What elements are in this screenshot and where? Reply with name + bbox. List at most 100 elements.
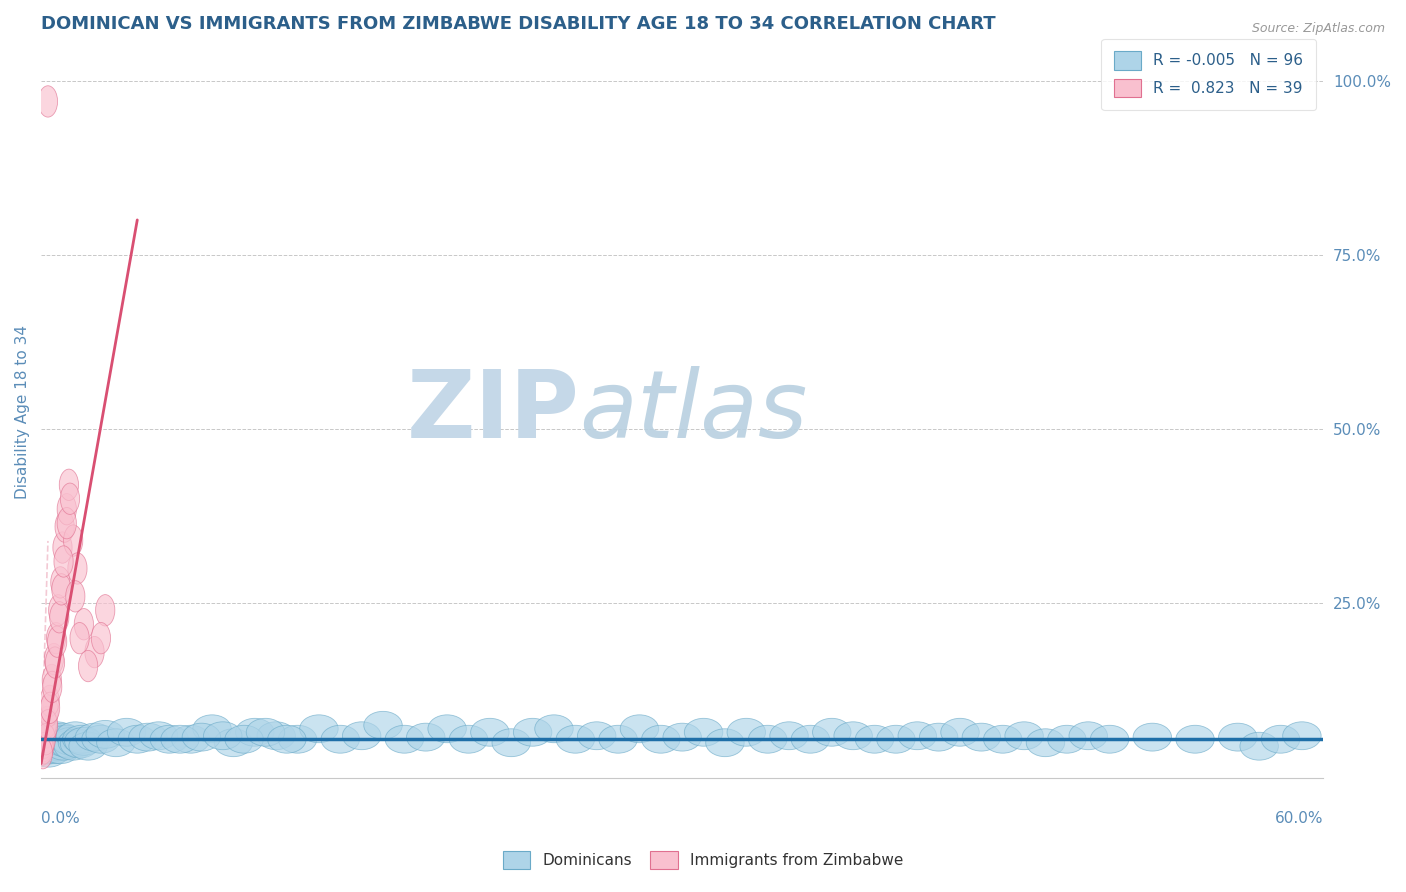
Ellipse shape	[492, 729, 530, 756]
Ellipse shape	[1133, 723, 1171, 751]
Ellipse shape	[1090, 725, 1129, 753]
Ellipse shape	[37, 723, 55, 755]
Ellipse shape	[38, 710, 58, 741]
Ellipse shape	[1026, 729, 1064, 756]
Ellipse shape	[877, 725, 915, 753]
Ellipse shape	[257, 722, 295, 749]
Ellipse shape	[49, 731, 89, 758]
Ellipse shape	[56, 722, 94, 749]
Ellipse shape	[53, 532, 72, 563]
Ellipse shape	[920, 723, 957, 751]
Text: ZIP: ZIP	[406, 366, 579, 458]
Text: atlas: atlas	[579, 366, 808, 457]
Ellipse shape	[75, 608, 93, 640]
Ellipse shape	[34, 731, 53, 762]
Ellipse shape	[91, 623, 111, 654]
Ellipse shape	[236, 718, 274, 747]
Ellipse shape	[139, 722, 179, 749]
Ellipse shape	[534, 714, 574, 743]
Ellipse shape	[30, 739, 67, 767]
Ellipse shape	[55, 511, 75, 542]
Ellipse shape	[86, 721, 125, 748]
Ellipse shape	[67, 553, 87, 584]
Ellipse shape	[49, 601, 69, 633]
Ellipse shape	[1005, 722, 1043, 749]
Ellipse shape	[97, 729, 135, 756]
Ellipse shape	[32, 734, 52, 765]
Ellipse shape	[35, 727, 53, 758]
Ellipse shape	[58, 729, 97, 756]
Ellipse shape	[84, 636, 104, 668]
Ellipse shape	[278, 725, 316, 753]
Ellipse shape	[150, 725, 188, 753]
Ellipse shape	[39, 727, 79, 756]
Ellipse shape	[172, 725, 209, 753]
Ellipse shape	[31, 729, 70, 756]
Ellipse shape	[60, 731, 98, 758]
Ellipse shape	[385, 725, 423, 753]
Ellipse shape	[49, 595, 67, 626]
Ellipse shape	[32, 734, 72, 763]
Ellipse shape	[96, 595, 115, 626]
Ellipse shape	[35, 725, 75, 753]
Ellipse shape	[641, 725, 681, 753]
Ellipse shape	[267, 725, 307, 753]
Ellipse shape	[406, 723, 444, 751]
Ellipse shape	[727, 718, 765, 747]
Ellipse shape	[35, 736, 73, 764]
Ellipse shape	[41, 736, 80, 764]
Ellipse shape	[28, 725, 66, 753]
Ellipse shape	[52, 574, 72, 605]
Ellipse shape	[813, 718, 851, 747]
Ellipse shape	[27, 727, 65, 756]
Ellipse shape	[39, 731, 77, 758]
Y-axis label: Disability Age 18 to 34: Disability Age 18 to 34	[15, 325, 30, 499]
Ellipse shape	[42, 665, 62, 696]
Ellipse shape	[53, 732, 93, 760]
Ellipse shape	[748, 725, 787, 753]
Ellipse shape	[44, 723, 82, 751]
Ellipse shape	[513, 718, 551, 747]
Ellipse shape	[42, 725, 80, 753]
Ellipse shape	[1047, 725, 1085, 753]
Ellipse shape	[193, 714, 232, 743]
Legend: Dominicans, Immigrants from Zimbabwe: Dominicans, Immigrants from Zimbabwe	[496, 845, 910, 875]
Ellipse shape	[1282, 722, 1322, 749]
Ellipse shape	[834, 722, 872, 749]
Ellipse shape	[27, 736, 66, 764]
Ellipse shape	[37, 732, 76, 760]
Ellipse shape	[706, 729, 744, 756]
Ellipse shape	[70, 623, 89, 654]
Ellipse shape	[620, 714, 658, 743]
Ellipse shape	[48, 626, 66, 657]
Text: DOMINICAN VS IMMIGRANTS FROM ZIMBABWE DISABILITY AGE 18 TO 34 CORRELATION CHART: DOMINICAN VS IMMIGRANTS FROM ZIMBABWE DI…	[41, 15, 995, 33]
Ellipse shape	[31, 731, 69, 758]
Ellipse shape	[984, 725, 1022, 753]
Ellipse shape	[39, 685, 59, 716]
Ellipse shape	[204, 722, 242, 749]
Ellipse shape	[38, 722, 76, 749]
Ellipse shape	[69, 732, 107, 760]
Ellipse shape	[246, 718, 285, 747]
Ellipse shape	[53, 546, 73, 577]
Ellipse shape	[599, 725, 637, 753]
Ellipse shape	[664, 723, 702, 751]
Ellipse shape	[58, 508, 76, 539]
Ellipse shape	[792, 725, 830, 753]
Ellipse shape	[66, 581, 84, 612]
Ellipse shape	[35, 722, 55, 753]
Ellipse shape	[38, 86, 58, 117]
Ellipse shape	[45, 732, 83, 760]
Ellipse shape	[34, 732, 53, 764]
Ellipse shape	[34, 738, 52, 769]
Ellipse shape	[685, 718, 723, 747]
Ellipse shape	[79, 650, 98, 681]
Text: 0.0%: 0.0%	[41, 811, 80, 825]
Ellipse shape	[42, 672, 62, 703]
Ellipse shape	[450, 725, 488, 753]
Ellipse shape	[58, 493, 76, 524]
Ellipse shape	[427, 714, 467, 743]
Ellipse shape	[59, 469, 79, 500]
Ellipse shape	[1175, 725, 1215, 753]
Ellipse shape	[34, 723, 72, 751]
